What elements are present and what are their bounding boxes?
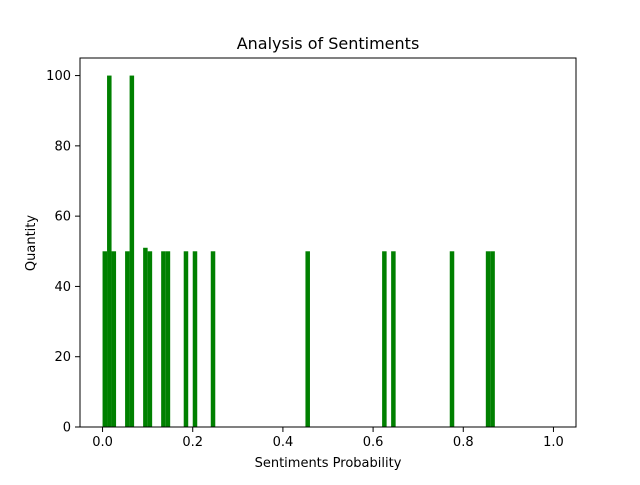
histogram-bar bbox=[449, 251, 455, 427]
y-tick-label: 40 bbox=[54, 280, 71, 295]
histogram-bar bbox=[129, 75, 135, 427]
histogram-bar bbox=[161, 251, 166, 427]
y-tick-label: 100 bbox=[46, 69, 71, 84]
x-axis-ticks: 0.0 0.2 0.4 0.6 0.8 1.0 bbox=[92, 427, 564, 450]
x-tick-label: 0.2 bbox=[182, 435, 203, 450]
plot-area-frame bbox=[79, 57, 577, 428]
x-tick-label: 0.8 bbox=[453, 435, 474, 450]
histogram-bar bbox=[305, 251, 310, 427]
chart-title: Analysis of Sentiments bbox=[237, 34, 420, 53]
histogram-bar bbox=[125, 251, 130, 427]
y-tick-label: 60 bbox=[54, 210, 71, 225]
histogram-bar bbox=[102, 251, 108, 427]
histogram-bar bbox=[192, 251, 198, 427]
x-tick-label: 0.0 bbox=[92, 435, 113, 450]
histogram-bar bbox=[107, 75, 112, 427]
histogram-bar bbox=[111, 251, 117, 427]
histogram-bar bbox=[485, 251, 491, 427]
x-tick-label: 1.0 bbox=[543, 435, 564, 450]
histogram-bar bbox=[210, 251, 216, 427]
y-axis-label: Quantity bbox=[24, 215, 39, 271]
x-axis-label: Sentiments Probability bbox=[255, 456, 402, 471]
y-tick-label: 80 bbox=[54, 139, 71, 154]
histogram-bar bbox=[382, 251, 387, 427]
histogram-bar bbox=[143, 247, 148, 427]
histogram-bar bbox=[490, 251, 495, 427]
histogram-bar bbox=[183, 251, 189, 427]
y-tick-label: 20 bbox=[54, 350, 71, 365]
x-tick-label: 0.6 bbox=[363, 435, 384, 450]
y-axis-ticks: 0 20 40 60 80 100 bbox=[46, 69, 80, 436]
histogram-bar bbox=[165, 251, 171, 427]
y-tick-label: 0 bbox=[63, 421, 71, 436]
x-tick-label: 0.4 bbox=[273, 435, 294, 450]
histogram-bar bbox=[391, 251, 396, 427]
histogram-bar bbox=[147, 251, 153, 427]
bars-group bbox=[102, 75, 495, 427]
